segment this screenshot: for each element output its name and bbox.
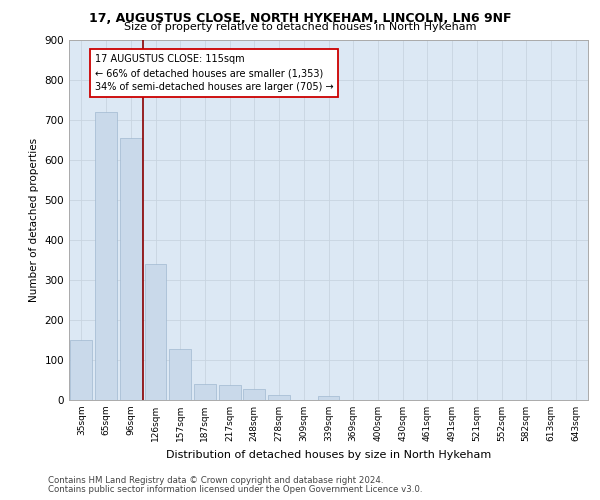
Bar [169,349,191,400]
Bar [194,384,216,400]
Bar [244,389,265,400]
Bar [120,138,142,400]
Bar [219,385,241,400]
Bar [317,396,340,400]
Bar [70,340,92,400]
Bar [268,395,290,400]
Text: 17 AUGUSTUS CLOSE: 115sqm
← 66% of detached houses are smaller (1,353)
34% of se: 17 AUGUSTUS CLOSE: 115sqm ← 66% of detac… [95,54,334,92]
Bar [95,112,117,400]
Text: 17, AUGUSTUS CLOSE, NORTH HYKEHAM, LINCOLN, LN6 9NF: 17, AUGUSTUS CLOSE, NORTH HYKEHAM, LINCO… [89,12,511,26]
X-axis label: Distribution of detached houses by size in North Hykeham: Distribution of detached houses by size … [166,450,491,460]
Text: Contains HM Land Registry data © Crown copyright and database right 2024.: Contains HM Land Registry data © Crown c… [48,476,383,485]
Y-axis label: Number of detached properties: Number of detached properties [29,138,39,302]
Bar [145,264,166,400]
Text: Contains public sector information licensed under the Open Government Licence v3: Contains public sector information licen… [48,485,422,494]
Text: Size of property relative to detached houses in North Hykeham: Size of property relative to detached ho… [124,22,476,32]
